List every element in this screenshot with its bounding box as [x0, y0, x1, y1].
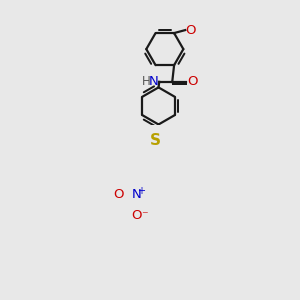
Text: H: H — [142, 75, 151, 88]
Text: O: O — [188, 75, 198, 88]
Text: O: O — [113, 188, 124, 201]
Text: ⁻: ⁻ — [142, 209, 148, 222]
Text: S: S — [150, 133, 161, 148]
Text: N: N — [132, 188, 142, 201]
Text: +: + — [137, 186, 146, 196]
Text: N: N — [148, 75, 158, 88]
Text: O: O — [131, 209, 142, 222]
Text: O: O — [186, 24, 196, 37]
